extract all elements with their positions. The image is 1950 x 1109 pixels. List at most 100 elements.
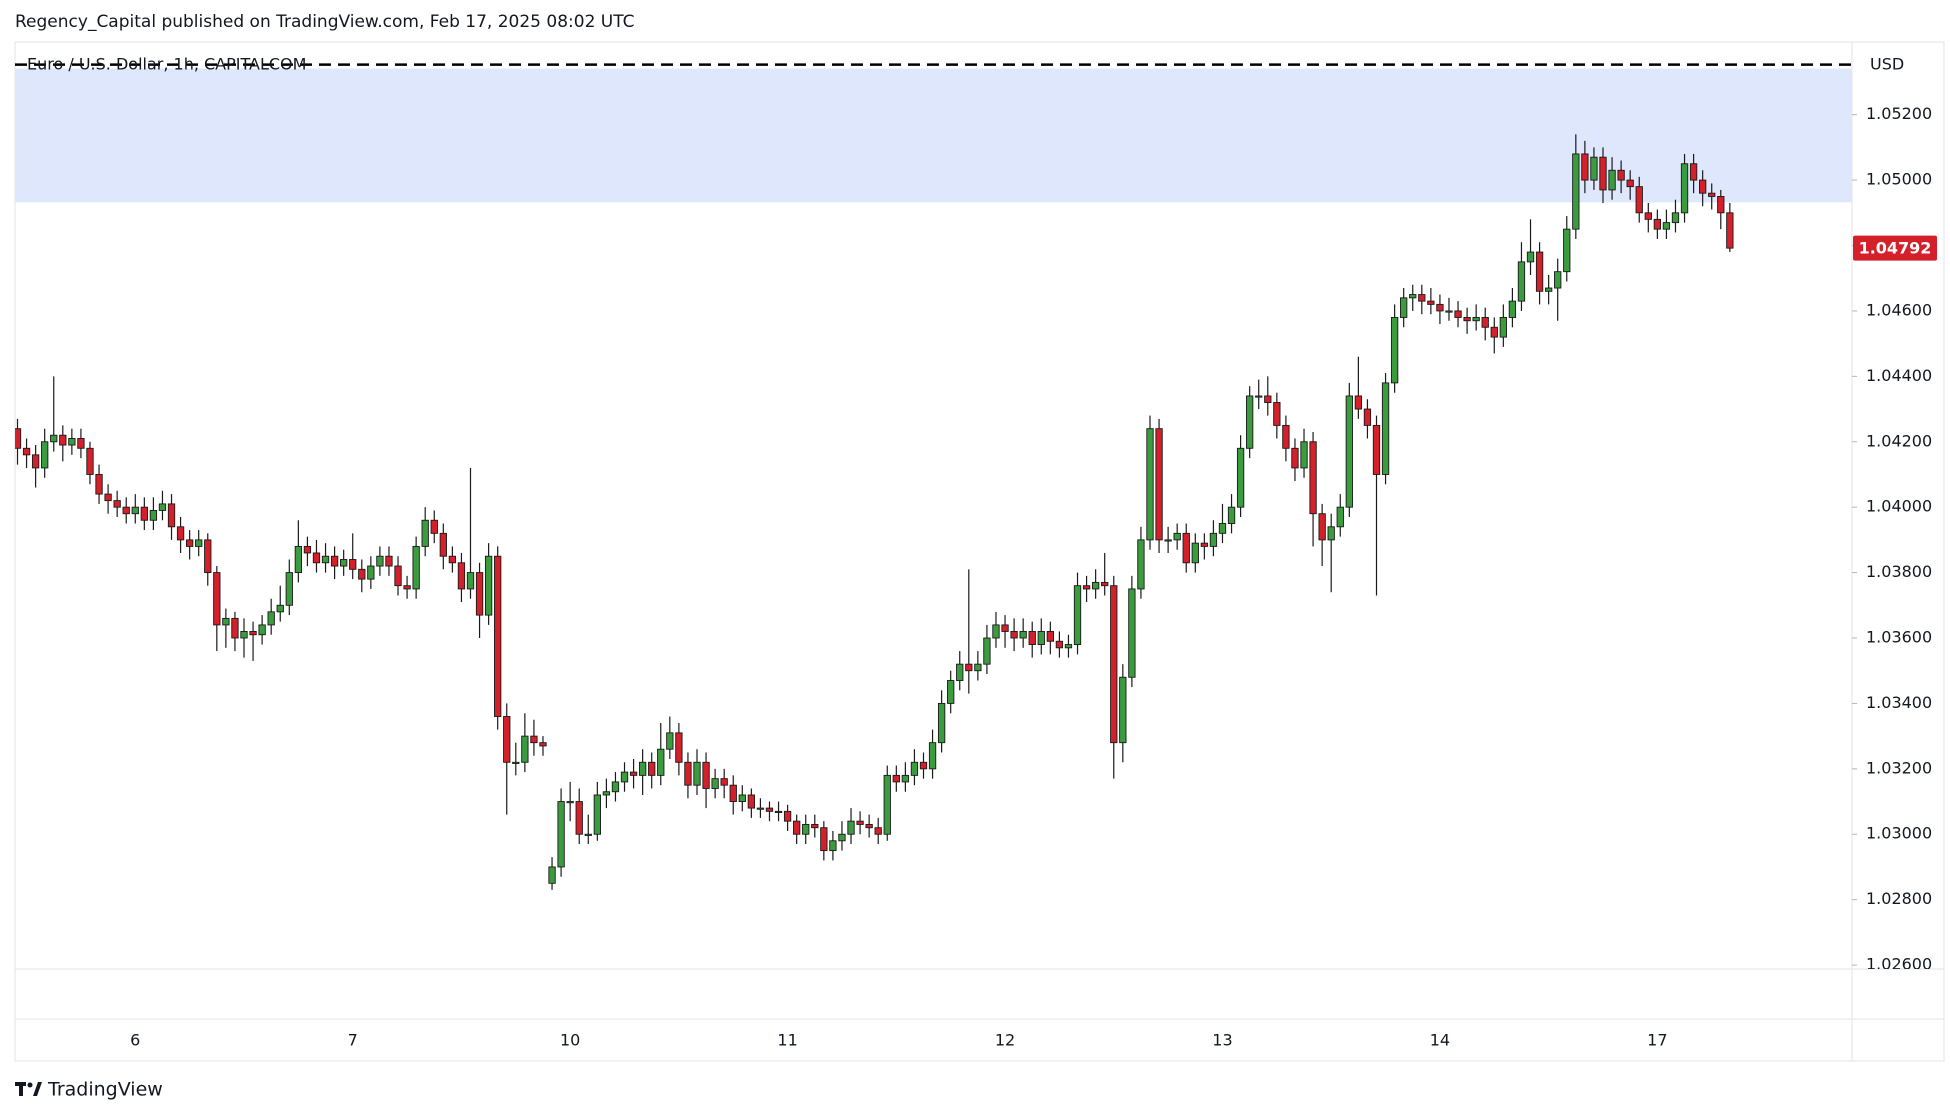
candle-body <box>974 663 982 672</box>
candle-body <box>1137 539 1145 590</box>
candle-body <box>367 565 375 580</box>
candle-body <box>330 555 339 567</box>
candle-body <box>1309 441 1317 515</box>
candle-body <box>1626 179 1634 188</box>
candle-body <box>648 761 656 776</box>
x-tick-label: 11 <box>777 1031 797 1050</box>
candle-body <box>1581 153 1589 181</box>
candle-body <box>249 631 257 636</box>
candle-body <box>494 555 502 717</box>
candle-body <box>675 732 683 763</box>
candle-body <box>856 820 864 825</box>
candle-body <box>548 866 556 884</box>
candle-body <box>1390 317 1399 384</box>
candle-body <box>1119 676 1127 744</box>
candle-body <box>1028 631 1036 645</box>
candle-body <box>1037 631 1045 645</box>
candle-body <box>1155 428 1163 541</box>
candle-body <box>774 810 783 814</box>
y-tick-label: 1.04400 <box>1866 366 1932 385</box>
y-tick-label: 1.03600 <box>1866 628 1932 647</box>
candle-body <box>638 761 647 776</box>
tradingview-logo: TradingView <box>15 1079 163 1101</box>
x-tick-label: 12 <box>995 1031 1015 1050</box>
candle-body <box>1409 294 1417 299</box>
candle-body <box>294 545 303 574</box>
candle-body <box>1363 408 1372 426</box>
price-axis: 1.02600 1.02800 1.03000 1.03200 1.03400 1.036… <box>1852 104 1932 969</box>
candle-body <box>167 503 176 528</box>
candle-body <box>1273 402 1281 426</box>
candle-body <box>412 545 420 590</box>
candle-body <box>68 438 76 446</box>
candle-body <box>312 552 321 564</box>
candle-body <box>448 555 457 564</box>
candle-body <box>765 807 774 812</box>
y-tick-label: 1.03000 <box>1866 824 1932 843</box>
candle-body <box>1653 218 1662 230</box>
brand-name: TradingView <box>47 1079 163 1101</box>
candle-body <box>1291 447 1299 469</box>
logo-shape <box>27 1082 33 1088</box>
candle-body <box>1680 163 1689 214</box>
y-tick-label: 1.05200 <box>1866 104 1932 123</box>
candle-body <box>1590 156 1598 181</box>
chart-frame <box>14 41 1945 1062</box>
candle-body <box>285 572 293 606</box>
candle-body <box>1264 395 1272 403</box>
candle-body <box>629 771 638 776</box>
candle-body <box>720 778 728 786</box>
candle-body <box>611 781 620 793</box>
candle-body <box>1191 542 1199 564</box>
candle-body <box>1345 395 1353 508</box>
x-tick-label: 6 <box>130 1031 140 1050</box>
x-tick-label: 10 <box>560 1031 580 1050</box>
candle-body <box>1671 212 1680 224</box>
candle-body <box>575 801 583 835</box>
candle-body <box>1699 179 1707 194</box>
y-tick-label: 1.02800 <box>1866 889 1932 908</box>
candle-body <box>394 565 402 587</box>
candle-body <box>421 519 429 547</box>
candle-body <box>41 441 49 469</box>
candle-body <box>1064 644 1073 649</box>
candle-body <box>1227 506 1236 524</box>
candle-body <box>122 506 130 515</box>
candle-body <box>865 823 873 829</box>
candle-body <box>1454 310 1462 318</box>
candle-body <box>1436 303 1444 312</box>
candle-body <box>231 617 239 639</box>
candle-body <box>1490 326 1498 338</box>
candle-body <box>956 663 964 681</box>
candle-body <box>657 748 665 776</box>
candle-body <box>240 631 248 639</box>
candle-body <box>1472 317 1480 322</box>
candle-body <box>1091 581 1100 590</box>
publisher-header: Regency_Capital published on TradingView… <box>15 12 635 32</box>
candle-body <box>22 447 31 456</box>
candle-body <box>1164 539 1172 542</box>
candle-body <box>901 774 910 783</box>
y-tick-label: 1.04000 <box>1866 497 1932 516</box>
candle-body <box>276 604 284 613</box>
candle-body <box>104 493 112 502</box>
candle-body <box>983 637 991 665</box>
candle-body <box>1327 526 1335 541</box>
candle-body <box>838 833 846 842</box>
candle-body <box>321 555 330 564</box>
candle-body <box>1481 317 1489 328</box>
y-tick-label: 1.04600 <box>1866 300 1932 319</box>
candle-body <box>829 840 837 852</box>
candle-body <box>729 784 737 802</box>
candle-body <box>204 539 212 574</box>
candle-body <box>1236 447 1245 508</box>
candle-body <box>684 761 692 786</box>
candle-body <box>620 771 629 783</box>
candle-body <box>919 761 928 770</box>
candle-body <box>140 506 148 521</box>
candle-body <box>1146 428 1154 541</box>
candle-body <box>1010 631 1018 639</box>
candle-body <box>1209 532 1218 547</box>
candle-body <box>593 794 601 835</box>
candle-body <box>1445 310 1453 313</box>
